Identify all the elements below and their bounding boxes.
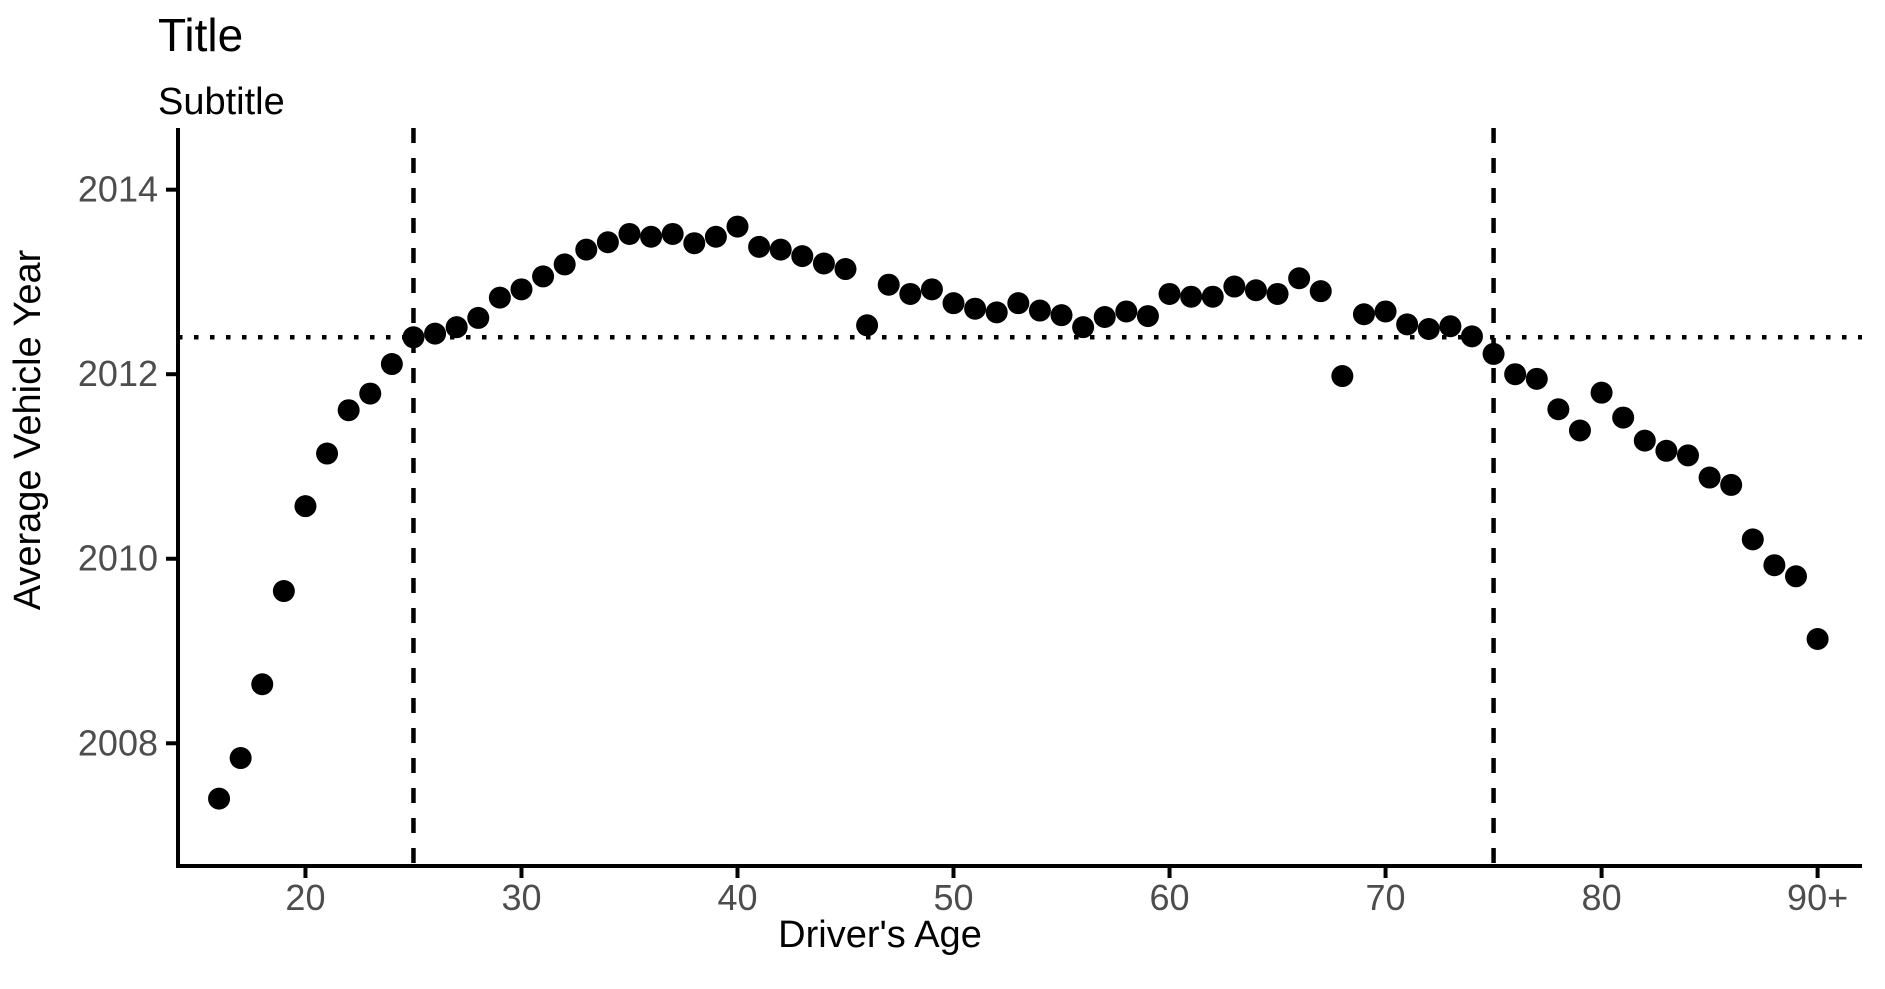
x-tick-label: 60 (1150, 877, 1190, 918)
data-point (1028, 299, 1051, 322)
data-point (1180, 285, 1203, 308)
data-point (834, 258, 857, 281)
data-point (1007, 292, 1030, 315)
x-tick-label: 20 (285, 877, 325, 918)
data-point (683, 232, 706, 255)
data-point (1590, 381, 1613, 404)
chart-subtitle: Subtitle (158, 81, 285, 123)
data-point (1223, 275, 1246, 298)
data-point (1806, 628, 1829, 651)
data-point (726, 215, 749, 238)
data-point (1784, 565, 1807, 588)
data-point (1482, 342, 1505, 365)
data-point (1504, 363, 1527, 386)
data-point (1655, 439, 1678, 462)
data-point (208, 787, 231, 810)
data-point (1115, 300, 1138, 323)
data-point (769, 238, 792, 261)
data-point (1288, 267, 1311, 290)
data-point (467, 306, 490, 329)
data-point (1244, 279, 1267, 302)
x-tick-label: 80 (1582, 877, 1622, 918)
x-tick-label: 30 (501, 877, 541, 918)
data-point (1352, 303, 1375, 326)
data-point (1460, 325, 1483, 348)
data-point (1568, 419, 1591, 442)
data-point (856, 314, 879, 337)
y-tick-label: 2008 (78, 722, 158, 763)
data-point (748, 235, 771, 258)
data-point (704, 225, 727, 248)
data-point (1417, 318, 1440, 340)
x-tick-label: 90+ (1787, 877, 1848, 918)
data-point (380, 353, 403, 376)
data-point (316, 442, 339, 465)
data-point (964, 297, 987, 320)
data-point (942, 292, 965, 315)
data-point (1396, 313, 1419, 336)
data-point (575, 238, 598, 261)
data-point (1720, 473, 1743, 496)
data-point (510, 278, 533, 301)
data-point (532, 265, 555, 288)
y-tick-label: 2014 (78, 169, 158, 210)
data-point (1093, 306, 1116, 329)
data-point (1547, 398, 1570, 421)
data-point (1158, 282, 1181, 305)
data-point (294, 495, 317, 518)
y-axis-title: Average Vehicle Year (7, 249, 49, 610)
data-point (1676, 444, 1699, 467)
data-point (1331, 365, 1354, 388)
data-point (445, 316, 468, 339)
y-tick-label: 2012 (78, 353, 158, 394)
data-point (488, 286, 511, 309)
data-point (1741, 528, 1764, 551)
data-point (1136, 305, 1159, 328)
x-axis-title: Driver's Age (778, 914, 982, 956)
data-point (1525, 367, 1548, 390)
x-tick-label: 50 (933, 877, 973, 918)
data-point (791, 245, 814, 268)
data-point (359, 382, 382, 405)
data-point (1050, 304, 1073, 327)
data-point (618, 222, 641, 245)
data-point (1439, 315, 1462, 338)
data-point (251, 673, 274, 696)
data-point (1763, 554, 1786, 577)
data-point (1072, 316, 1095, 339)
data-point (1612, 406, 1635, 429)
chart-title: Title (158, 9, 244, 61)
data-point (337, 399, 360, 422)
x-tick-label: 40 (717, 877, 757, 918)
x-tick-label: 70 (1366, 877, 1406, 918)
plot-panel: 20 30 40 50 60 70 80 90+ 2008 2010 2012 2014 (78, 128, 1862, 918)
data-point (553, 253, 576, 276)
data-point (1201, 285, 1224, 308)
data-point (661, 222, 684, 245)
data-point (920, 278, 943, 301)
data-point (877, 273, 900, 296)
data-point (640, 225, 663, 248)
data-point (1309, 280, 1332, 303)
data-point (1374, 300, 1397, 323)
data-point (899, 282, 922, 305)
data-point (402, 326, 425, 349)
data-point (596, 231, 619, 254)
y-tick-label: 2010 (78, 538, 158, 579)
data-point (229, 747, 252, 770)
data-point (812, 252, 835, 275)
data-point (272, 580, 295, 603)
data-point (424, 322, 447, 345)
data-point (1698, 466, 1721, 489)
data-point (985, 301, 1008, 324)
data-point (1266, 282, 1289, 305)
data-point (1633, 429, 1656, 452)
